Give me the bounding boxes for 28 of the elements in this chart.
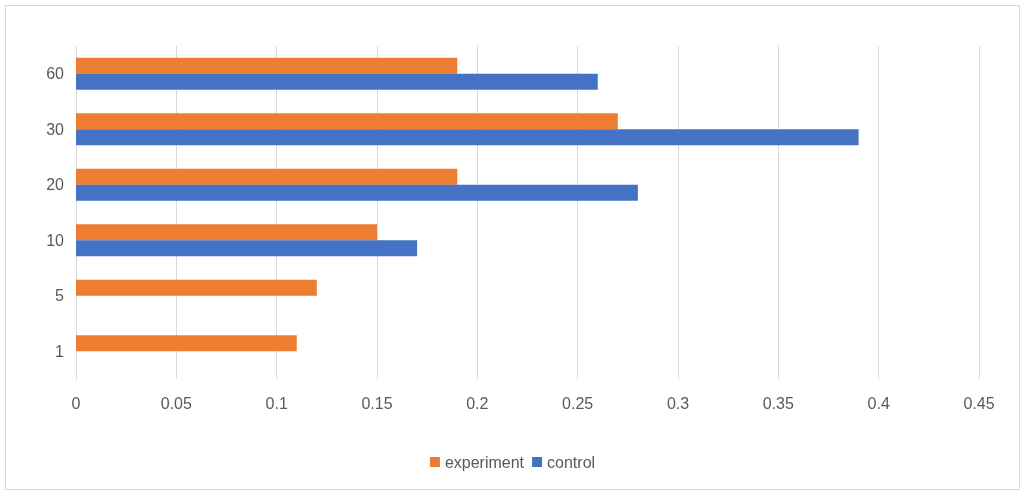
bar: [76, 184, 638, 201]
x-tick-label: 0.3: [666, 394, 690, 412]
legend-label: control: [547, 453, 596, 471]
x-tick-label: 0.05: [160, 394, 193, 412]
bar: [76, 168, 458, 185]
x-tick-label: 0.2: [466, 394, 489, 412]
bar: [76, 224, 377, 241]
y-tick-label: 30: [46, 120, 65, 138]
y-tick-label: 10: [46, 231, 65, 249]
bar: [76, 240, 418, 257]
x-tick-label: 0.1: [265, 394, 288, 412]
x-tick-label: 0.15: [361, 394, 393, 412]
bar: [76, 335, 297, 352]
x-tick-label: 0.25: [562, 394, 594, 412]
y-tick-label: 5: [55, 287, 65, 305]
x-tick-label: 0.35: [762, 394, 795, 412]
y-tick-label: 20: [46, 176, 65, 194]
bar: [76, 73, 598, 90]
bar: [76, 129, 859, 146]
legend-label: experiment: [444, 453, 525, 471]
bar: [76, 279, 317, 296]
x-tick-label: 0.45: [963, 394, 995, 412]
bar: [76, 113, 618, 130]
y-tick-label: 60: [46, 65, 65, 83]
x-tick-label: 0.4: [867, 394, 890, 412]
bar: [76, 57, 458, 74]
y-tick-label: 1: [55, 342, 65, 360]
x-tick-label: 0: [71, 394, 81, 412]
